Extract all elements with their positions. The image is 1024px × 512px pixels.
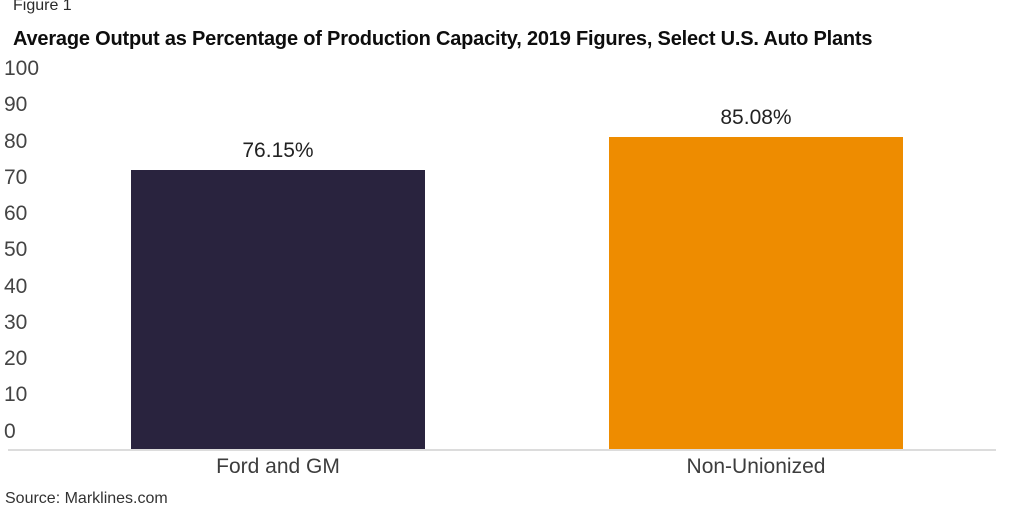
y-tick-label-80: 80 xyxy=(4,130,28,153)
bar-value-label-non-unionized: 85.08% xyxy=(720,106,792,129)
chart-title: Average Output as Percentage of Producti… xyxy=(13,28,873,50)
y-tick-label-20: 20 xyxy=(4,347,28,370)
y-tick-label-100: 100 xyxy=(4,57,40,80)
y-tick-label-10: 10 xyxy=(4,383,28,406)
y-tick-label-60: 60 xyxy=(4,202,28,225)
bar-ford-gm xyxy=(131,170,425,449)
category-label-ford-gm: Ford and GM xyxy=(216,455,340,478)
y-tick-label-90: 90 xyxy=(4,93,28,116)
source-credit: Source: Marklines.com xyxy=(5,490,168,507)
bar-non-unionized xyxy=(609,137,903,449)
y-tick-label-50: 50 xyxy=(4,238,28,261)
y-tick-label-40: 40 xyxy=(4,275,28,298)
figure-number-label: Figure 1 xyxy=(13,0,72,14)
y-tick-label-70: 70 xyxy=(4,166,28,189)
y-tick-label-0: 0 xyxy=(4,420,16,443)
bar-value-label-ford-gm: 76.15% xyxy=(242,139,314,162)
category-label-non-unionized: Non-Unionized xyxy=(686,455,826,478)
x-axis-baseline xyxy=(8,449,996,451)
y-tick-label-30: 30 xyxy=(4,311,28,334)
